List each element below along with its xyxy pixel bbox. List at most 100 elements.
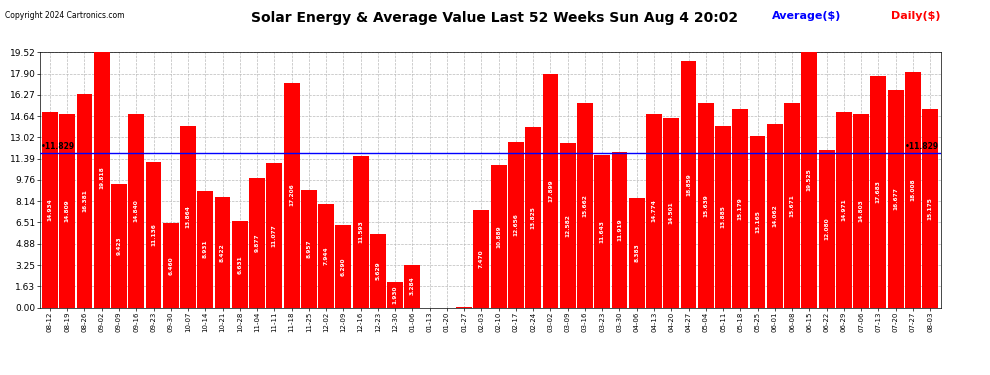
Text: 14.934: 14.934 <box>48 199 52 221</box>
Bar <box>923 109 939 307</box>
Bar <box>180 126 196 308</box>
Text: 8.931: 8.931 <box>203 240 208 258</box>
Bar <box>473 210 489 308</box>
Text: 10.889: 10.889 <box>496 225 501 248</box>
Bar <box>491 165 507 308</box>
Text: 7.944: 7.944 <box>324 246 329 265</box>
Text: 17.683: 17.683 <box>876 180 881 203</box>
Text: 15.671: 15.671 <box>790 194 795 217</box>
Text: 6.460: 6.460 <box>168 256 173 274</box>
Text: 9.423: 9.423 <box>117 237 122 255</box>
Bar <box>559 143 575 308</box>
Bar <box>526 127 542 308</box>
Bar <box>162 223 179 308</box>
Text: 14.774: 14.774 <box>651 200 656 222</box>
Bar <box>767 124 783 308</box>
Bar <box>680 61 696 308</box>
Bar <box>663 118 679 308</box>
Text: 5.629: 5.629 <box>375 261 380 280</box>
Text: 12.656: 12.656 <box>514 213 519 236</box>
Bar <box>249 178 265 308</box>
Text: 13.885: 13.885 <box>721 206 726 228</box>
Text: 3.284: 3.284 <box>410 277 415 296</box>
Text: Average($): Average($) <box>772 11 842 21</box>
Text: 18.859: 18.859 <box>686 173 691 196</box>
Text: 14.840: 14.840 <box>134 199 139 222</box>
Bar <box>146 162 161 308</box>
Bar <box>301 190 317 308</box>
Bar <box>215 198 231 308</box>
Text: •11.829: •11.829 <box>42 142 75 151</box>
Bar <box>905 72 921 308</box>
Text: 15.662: 15.662 <box>582 194 587 217</box>
Bar <box>508 142 524 308</box>
Bar <box>594 155 610 308</box>
Text: 19.525: 19.525 <box>807 169 812 191</box>
Text: 15.175: 15.175 <box>928 197 933 220</box>
Bar <box>612 152 628 308</box>
Bar <box>733 109 748 307</box>
Text: 18.008: 18.008 <box>911 178 916 201</box>
Text: 11.136: 11.136 <box>151 224 156 246</box>
Text: 14.501: 14.501 <box>669 201 674 224</box>
Text: 11.077: 11.077 <box>272 224 277 246</box>
Text: 13.165: 13.165 <box>755 210 760 233</box>
Bar <box>801 53 818 308</box>
Text: 6.290: 6.290 <box>341 257 346 276</box>
Bar <box>129 114 145 308</box>
Bar <box>853 114 869 308</box>
Text: 19.818: 19.818 <box>99 166 104 189</box>
Bar <box>42 112 57 308</box>
Text: 12.582: 12.582 <box>565 214 570 237</box>
Text: 1.930: 1.930 <box>393 286 398 304</box>
Text: 11.919: 11.919 <box>617 218 622 241</box>
Text: 14.803: 14.803 <box>858 200 863 222</box>
Bar <box>111 184 127 308</box>
Bar <box>76 93 92 308</box>
Bar <box>266 163 282 308</box>
Text: •11.829: •11.829 <box>905 142 939 151</box>
Text: 8.383: 8.383 <box>635 243 640 262</box>
Text: 14.062: 14.062 <box>772 204 777 227</box>
Text: 7.470: 7.470 <box>479 249 484 268</box>
Bar <box>715 126 731 308</box>
Bar <box>784 103 800 308</box>
Text: 11.593: 11.593 <box>358 220 363 243</box>
Bar <box>318 204 334 308</box>
Text: 13.825: 13.825 <box>531 206 536 229</box>
Bar <box>646 114 662 308</box>
Bar <box>387 282 403 308</box>
Bar <box>698 103 714 308</box>
Bar <box>819 150 835 308</box>
Bar <box>543 74 558 308</box>
Text: Daily($): Daily($) <box>891 11 940 21</box>
Text: 17.206: 17.206 <box>289 184 294 207</box>
Bar <box>232 221 248 308</box>
Bar <box>870 76 886 308</box>
Text: 16.381: 16.381 <box>82 189 87 212</box>
Bar <box>888 90 904 308</box>
Bar <box>59 114 75 308</box>
Text: 15.179: 15.179 <box>738 197 742 220</box>
Text: 8.422: 8.422 <box>220 243 225 262</box>
Text: 16.677: 16.677 <box>893 187 898 210</box>
Bar <box>629 198 644 308</box>
Bar <box>749 135 765 308</box>
Bar <box>94 49 110 308</box>
Bar <box>836 112 851 308</box>
Bar <box>352 156 368 308</box>
Text: Solar Energy & Average Value Last 52 Weeks Sun Aug 4 20:02: Solar Energy & Average Value Last 52 Wee… <box>251 11 739 25</box>
Text: 11.643: 11.643 <box>600 220 605 243</box>
Text: 15.639: 15.639 <box>703 194 708 217</box>
Text: 9.877: 9.877 <box>254 234 259 252</box>
Bar <box>197 191 213 308</box>
Bar <box>577 103 593 308</box>
Bar <box>405 265 421 308</box>
Bar <box>336 225 351 308</box>
Text: 12.080: 12.080 <box>824 217 829 240</box>
Text: 14.809: 14.809 <box>64 200 69 222</box>
Text: 13.864: 13.864 <box>185 206 190 228</box>
Bar <box>370 234 386 308</box>
Bar <box>284 83 300 308</box>
Text: 8.957: 8.957 <box>306 240 311 258</box>
